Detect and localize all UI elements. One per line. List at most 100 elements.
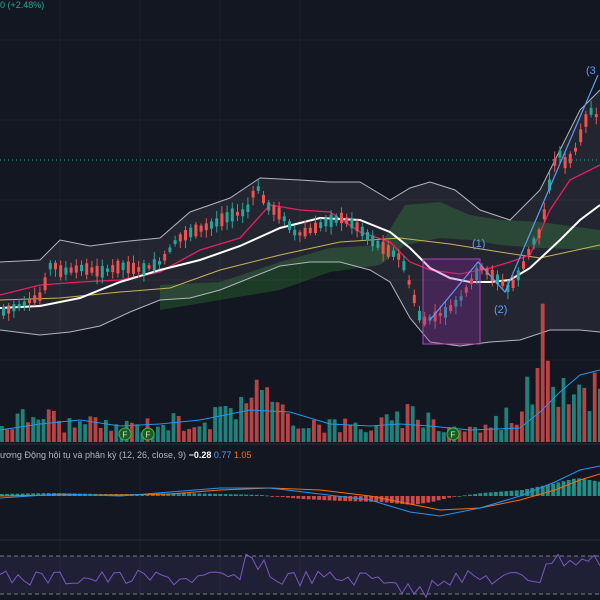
macd-histogram-bar — [31, 493, 35, 496]
volume-bar — [213, 407, 217, 442]
candle-body — [579, 129, 583, 143]
macd-histogram-bar — [327, 496, 332, 501]
candle-body — [147, 265, 151, 269]
macd-histogram-bar — [395, 496, 399, 504]
candle-body — [48, 262, 52, 270]
candle-body — [116, 260, 120, 274]
volume-bar — [265, 387, 269, 442]
candle-body — [412, 294, 416, 304]
candle-body — [511, 280, 515, 288]
volume-bar — [187, 428, 191, 442]
macd-histogram-bar — [566, 479, 571, 496]
ma-olive-line — [0, 237, 600, 301]
candle-body — [251, 190, 255, 198]
macd-histogram-bar — [364, 496, 368, 502]
candle-body — [184, 230, 187, 241]
macd-histogram-bar — [317, 496, 321, 500]
candle-body — [542, 209, 546, 220]
macd-histogram-bar — [192, 493, 197, 496]
candle-body — [423, 316, 427, 325]
event-marker-f[interactable]: F — [141, 427, 155, 441]
wave-label-2: (2) — [494, 304, 507, 316]
candle-body — [178, 234, 182, 242]
event-marker-label: F — [123, 431, 128, 440]
volume-bar — [280, 404, 285, 442]
event-marker-circle — [118, 427, 132, 441]
candle-body — [168, 247, 172, 252]
candle-body — [386, 245, 390, 257]
bollinger-lower — [0, 261, 600, 347]
candle-body — [334, 215, 338, 223]
candle-body — [464, 287, 468, 293]
candle-body — [38, 292, 42, 301]
volume-bar — [62, 432, 67, 442]
candle-body — [246, 204, 250, 212]
volume-bar — [0, 425, 4, 442]
candle-body — [360, 226, 364, 236]
volume-bar — [260, 389, 264, 442]
macd-histogram-bar — [520, 490, 524, 496]
volume-bar — [306, 428, 311, 442]
candle-body — [402, 261, 406, 271]
macd-histogram-bar — [0, 494, 4, 496]
candle-body — [236, 211, 239, 216]
macd-line-value: 0.77 — [213, 450, 232, 460]
volume-bar — [197, 426, 202, 442]
candle-body — [204, 223, 208, 231]
candle-body — [418, 310, 421, 321]
macd-histogram-bar — [187, 493, 191, 496]
macd-histogram-value: −0.28 — [188, 450, 212, 460]
candle-body — [381, 241, 385, 254]
candle-body — [85, 263, 89, 275]
ichimoku-cloud — [160, 202, 600, 310]
macd-histogram-bar — [197, 493, 202, 496]
volume-bar — [218, 406, 223, 442]
macd-histogram-bar — [431, 496, 436, 502]
macd-histogram-bar — [332, 496, 337, 501]
volume-bar — [369, 430, 373, 442]
volume-bar — [67, 418, 72, 442]
volume-bar — [171, 413, 176, 442]
volume-bar — [93, 417, 98, 442]
candle-body — [355, 222, 359, 231]
candle-body — [319, 222, 323, 228]
macd-histogram-bar — [150, 493, 155, 496]
macd-histogram-bar — [379, 496, 384, 502]
volume-bar — [270, 401, 275, 442]
candle-body — [449, 305, 453, 312]
candle-body — [80, 264, 83, 272]
macd-histogram-bar — [161, 493, 165, 496]
volume-bar — [509, 423, 514, 442]
macd-histogram-bar — [343, 496, 347, 502]
candle-body — [95, 265, 99, 277]
volume-bar — [254, 379, 259, 442]
volume-bar — [426, 412, 431, 442]
candle-body — [126, 261, 130, 274]
volume-bar — [322, 432, 327, 442]
selection-rectangle[interactable] — [422, 258, 481, 345]
volume-bar — [161, 425, 165, 442]
macd-histogram-bar — [473, 493, 477, 496]
volume-bar — [249, 397, 254, 442]
macd-histogram-bar — [213, 493, 217, 496]
macd-histogram-bar — [312, 496, 316, 500]
volume-bar — [556, 406, 561, 442]
volume-bar — [192, 427, 197, 442]
candle-body — [444, 307, 447, 318]
event-marker-f[interactable]: F — [446, 427, 460, 441]
macd-histogram-bar — [156, 493, 160, 496]
macd-histogram-bar — [494, 491, 498, 496]
macd-pane — [0, 465, 600, 517]
event-marker-f[interactable]: F — [118, 427, 132, 441]
candle-body — [574, 147, 577, 152]
candle-body — [584, 114, 588, 127]
candle-body — [345, 217, 349, 225]
macd-legend-title: ương Động hội tụ và phân kỳ (12, 26, clo… — [0, 450, 187, 460]
elliott-wave-line[interactable] — [429, 74, 599, 321]
macd-histogram-bar — [499, 491, 503, 496]
volume-bar — [504, 407, 509, 442]
candle-body — [2, 306, 5, 316]
